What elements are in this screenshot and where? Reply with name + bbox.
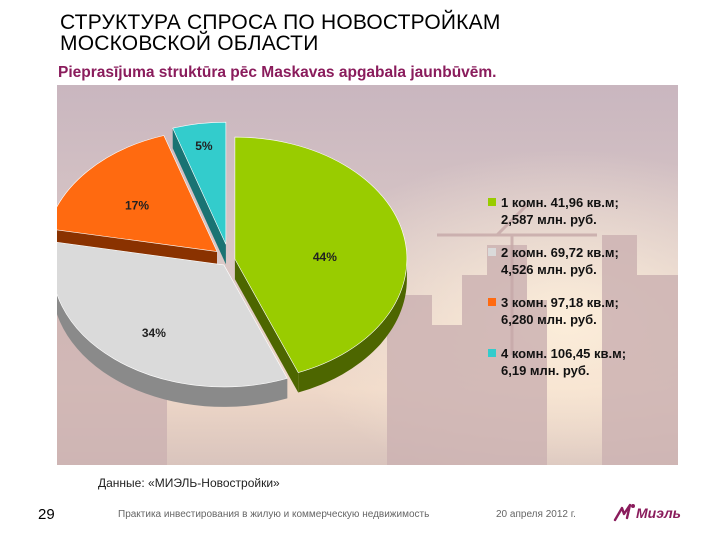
- legend-text-3: 3 комн. 97,18 кв.м; 6,280 млн. руб.: [501, 294, 681, 328]
- legend-text-4: 4 комн. 106,45 кв.м; 6,19 млн. руб.: [501, 345, 681, 379]
- title-line-1: СТРУКТУРА СПРОСА ПО НОВОСТРОЙКАМ: [60, 11, 501, 34]
- pie-chart: 44% 34% 17% 5%: [57, 85, 678, 465]
- legend-line-2b: 4,526 млн. руб.: [501, 262, 597, 277]
- legend-text-1: 1 комн. 41,96 кв.м; 2,587 млн. руб.: [501, 194, 681, 228]
- legend-line-4a: 4 комн. 106,45 кв.м;: [501, 346, 627, 361]
- data-source-note: Данные: «МИЭЛЬ-Новостройки»: [98, 476, 280, 490]
- page-number: 29: [38, 506, 55, 523]
- pie-label-4: 5%: [195, 139, 213, 153]
- legend-line-2a: 2 комн. 69,72 кв.м;: [501, 245, 619, 260]
- pie-slice-wall-1-2: [234, 259, 299, 393]
- legend-text-2: 2 комн. 69,72 кв.м; 4,526 млн. руб.: [501, 244, 681, 278]
- pie-slice-3: [57, 135, 218, 252]
- legend-line-1b: 2,587 млн. руб.: [501, 212, 597, 227]
- pie-label-3: 17%: [125, 199, 149, 213]
- legend-line-3b: 6,280 млн. руб.: [501, 312, 597, 327]
- logo-text: Миэль: [636, 505, 681, 521]
- legend-swatch-1: [488, 198, 496, 206]
- pie-slice-wall-4-1: [172, 128, 226, 265]
- chart-area: 44% 34% 17% 5%: [57, 85, 678, 465]
- title-line-2: МОСКОВСКОЙ ОБЛАСТИ: [60, 32, 319, 55]
- legend-line-4b: 6,19 млн. руб.: [501, 363, 590, 378]
- legend-swatch-4: [488, 349, 496, 357]
- pie-slice-1: [234, 136, 408, 373]
- footer-text: Практика инвестирования в жилую и коммер…: [118, 509, 430, 520]
- footer-date: 20 апреля 2012 г.: [496, 509, 576, 520]
- crane-silhouette: [437, 203, 597, 355]
- pie-label-2: 34%: [142, 326, 166, 340]
- pie-slice-2: [57, 242, 288, 388]
- legend-line-3a: 3 комн. 97,18 кв.м;: [501, 295, 619, 310]
- pie-slice-side-2: [57, 294, 288, 407]
- slide-subtitle: Pieprasījuma struktūra pēc Maskavas apga…: [58, 64, 497, 81]
- pie-slice-side-1: [298, 259, 407, 393]
- company-logo: Миэль: [612, 500, 681, 526]
- pie-label-1: 44%: [313, 250, 337, 264]
- pie-slices: [57, 121, 408, 407]
- miel-logo-icon: [613, 503, 635, 522]
- slide-title: СТРУКТУРА СПРОСА ПО НОВОСТРОЙКАМ МОСКОВС…: [60, 12, 501, 54]
- legend-line-1a: 1 комн. 41,96 кв.м;: [501, 195, 619, 210]
- pie-slice-4: [172, 121, 227, 245]
- legend-swatch-2: [488, 248, 496, 256]
- pie-labels: 44% 34% 17% 5%: [125, 139, 337, 340]
- legend-swatch-3: [488, 298, 496, 306]
